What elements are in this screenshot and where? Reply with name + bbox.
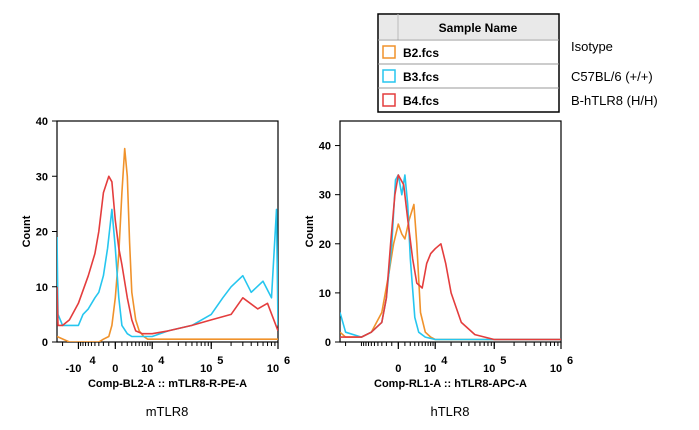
x-tick-exponent: 4 bbox=[441, 355, 448, 367]
panel-caption: mTLR8 bbox=[146, 404, 189, 419]
x-tick-exponent: 5 bbox=[217, 355, 223, 367]
x-tick-exponent: 4 bbox=[89, 355, 96, 367]
legend-annotation-3: B-hTLR8 (H/H) bbox=[571, 93, 658, 108]
series-line-b3-fcs bbox=[57, 208, 278, 338]
plot-frame bbox=[339, 120, 562, 343]
y-axis-title: Count bbox=[21, 215, 33, 247]
x-tick-exponent: 6 bbox=[567, 355, 573, 367]
legend-entry-b2-fcs: B2.fcs bbox=[403, 46, 439, 60]
x-tick-exponent: 4 bbox=[158, 355, 165, 367]
series-layer bbox=[340, 174, 561, 341]
series-line-b2-fcs bbox=[340, 203, 561, 341]
legend-swatch-b4-fcs bbox=[382, 93, 396, 107]
panel-caption: hTLR8 bbox=[430, 404, 469, 419]
y-axis-title: Count bbox=[304, 215, 316, 247]
y-tick-label: 30 bbox=[36, 171, 48, 183]
y-tick-label: 0 bbox=[42, 337, 48, 349]
series-line-b4-fcs bbox=[57, 175, 278, 335]
x-tick-label: 10 bbox=[550, 363, 562, 375]
legend-entry-b4-fcs: B4.fcs bbox=[403, 94, 439, 108]
series-line-b4-fcs bbox=[340, 174, 561, 341]
legend-annotation-2: C57BL/6 (+/+) bbox=[571, 69, 653, 84]
legend-header-background bbox=[379, 15, 558, 39]
legend-annotation-1: Isotype bbox=[571, 39, 613, 54]
x-tick-label: 10 bbox=[483, 363, 495, 375]
y-tick-label: 40 bbox=[319, 141, 331, 153]
series-layer bbox=[57, 147, 278, 342]
x-tick-label: 0 bbox=[395, 363, 401, 375]
x-tick-exponent: 5 bbox=[500, 355, 506, 367]
y-tick-label: 10 bbox=[36, 282, 48, 294]
y-tick-label: 10 bbox=[319, 288, 331, 300]
y-tick-label: 30 bbox=[319, 190, 331, 202]
x-axis-title: Comp-BL2-A :: mTLR8-R-PE-A bbox=[88, 378, 247, 390]
legend-header-label: Sample Name bbox=[439, 21, 518, 35]
x-tick-exponent: 6 bbox=[284, 355, 290, 367]
series-line-b3-fcs bbox=[340, 174, 561, 341]
legend-entry-b3-fcs: B3.fcs bbox=[403, 70, 439, 84]
x-tick-label: -10 bbox=[65, 363, 81, 375]
y-tick-label: 20 bbox=[319, 239, 331, 251]
x-tick-label: 10 bbox=[267, 363, 279, 375]
y-tick-label: 40 bbox=[36, 116, 48, 128]
x-tick-label: 0 bbox=[112, 363, 118, 375]
y-tick-label: 20 bbox=[36, 227, 48, 239]
x-tick-label: 10 bbox=[424, 363, 436, 375]
x-tick-label: 10 bbox=[200, 363, 212, 375]
y-tick-label: 0 bbox=[325, 337, 331, 349]
series-line-b2-fcs bbox=[57, 147, 278, 342]
plot-frame bbox=[56, 120, 279, 343]
x-tick-label: 10 bbox=[141, 363, 153, 375]
legend-swatch-b2-fcs bbox=[382, 45, 396, 59]
legend-swatch-b3-fcs bbox=[382, 69, 396, 83]
x-axis-title: Comp-RL1-A :: hTLR8-APC-A bbox=[374, 378, 527, 390]
